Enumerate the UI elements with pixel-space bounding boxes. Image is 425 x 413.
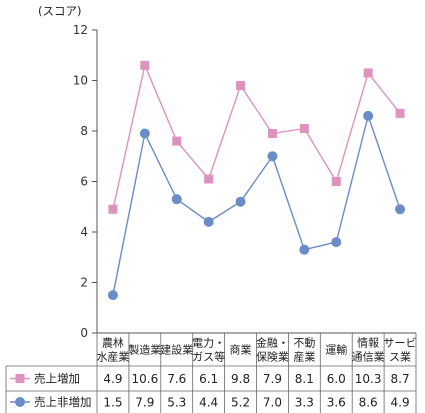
table-value: 6.0 [327, 372, 346, 386]
table-value: 3.6 [327, 396, 346, 410]
data-point-circle [331, 237, 342, 248]
category-label: 運輸 [325, 343, 347, 357]
axes: 0 2 4 6 8 10 12 [73, 23, 98, 340]
data-table: 農林水産業製造業建設業電力・ガス等商業金融・保険業不動産業運輸情報通信業サービス… [5, 332, 417, 413]
table-value: 10.3 [355, 372, 382, 386]
data-point-circle [267, 151, 278, 162]
data-point-circle [203, 216, 214, 227]
category-label: 農林 [102, 336, 124, 350]
data-point-square [140, 60, 150, 70]
data-point-square [331, 177, 341, 186]
y-tick-label: 10 [73, 74, 88, 88]
category-label: 不動 [293, 336, 315, 350]
data-point-square [172, 136, 182, 146]
category-label: 製造業 [128, 343, 161, 357]
legend-marker-circle [15, 397, 25, 407]
category-label: 建設業 [160, 343, 193, 357]
data-point-square [395, 108, 405, 118]
data-point-circle [299, 244, 310, 255]
legend-marker-square [15, 374, 25, 383]
table-value: 7.9 [135, 396, 154, 410]
data-point-circle [139, 128, 150, 139]
table-value: 8.6 [359, 396, 378, 410]
data-point-square [299, 123, 309, 133]
category-label: 水産業 [96, 351, 129, 364]
table-value: 5.3 [167, 396, 186, 410]
table-value: 6.1 [199, 372, 218, 386]
table-value: 4.9 [103, 372, 122, 386]
y-tick-label: 2 [80, 276, 88, 290]
table-value: 4.9 [391, 396, 410, 410]
y-tick-label: 12 [73, 23, 88, 37]
legend-label: 売上増加 [34, 372, 80, 386]
data-point-circle [107, 290, 118, 301]
data-point-square [267, 129, 277, 139]
table-value: 7.0 [263, 396, 282, 410]
table-value: 8.7 [391, 372, 410, 386]
series-layer [107, 60, 406, 301]
data-point-square [363, 68, 373, 78]
category-label: サービ [384, 337, 417, 350]
table-value: 10.6 [131, 372, 158, 386]
y-axis-title: (スコア) [38, 4, 81, 18]
category-label: ス業 [389, 351, 411, 364]
table-value: 7.9 [263, 372, 282, 386]
data-point-square [236, 81, 246, 91]
table-value: 1.5 [103, 396, 122, 410]
category-label: 情報 [357, 337, 379, 350]
data-point-circle [363, 110, 374, 121]
category-label: 通信業 [352, 351, 385, 364]
data-point-square [204, 174, 214, 184]
y-tick-label: 8 [80, 124, 88, 138]
category-label: 金融・ [256, 336, 289, 350]
category-label: 電力・ [192, 337, 225, 350]
data-point-circle [395, 204, 406, 215]
table-value: 9.8 [231, 372, 250, 386]
y-tick-label: 6 [80, 175, 88, 189]
table-value: 7.6 [167, 372, 186, 386]
series-line-1 [112, 63, 401, 210]
legend-label: 売上非増加 [34, 395, 92, 409]
table-value: 5.2 [231, 396, 250, 410]
data-point-circle [235, 196, 246, 207]
table-value: 8.1 [295, 372, 314, 386]
category-label: 商業 [230, 343, 252, 357]
table-value: 3.3 [295, 396, 314, 410]
category-label: 保険業 [256, 350, 289, 364]
series-line-2 [112, 113, 401, 296]
data-point-square [108, 204, 118, 214]
y-tick-label: 4 [80, 225, 88, 239]
y-tick-label: 0 [80, 326, 88, 340]
category-label: 産業 [293, 351, 315, 364]
category-label: ガス等 [192, 350, 225, 364]
data-point-circle [171, 194, 182, 205]
table-value: 4.4 [199, 396, 218, 410]
